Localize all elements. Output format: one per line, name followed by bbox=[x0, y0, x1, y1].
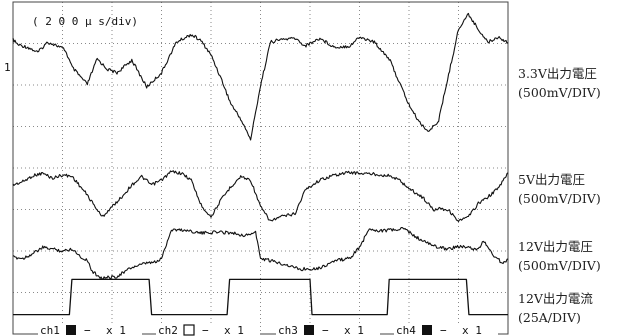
series-scale-label-3: (25A/DIV) bbox=[518, 310, 581, 325]
channel-probe: x 1 bbox=[224, 324, 244, 336]
trace-3 bbox=[12, 226, 509, 280]
series-name-label-3: 12V出力電流 bbox=[518, 291, 593, 306]
channel-probe: x 1 bbox=[344, 324, 364, 336]
traces bbox=[12, 12, 509, 316]
channel-name: ch2 bbox=[158, 324, 178, 336]
trace-1 bbox=[12, 12, 509, 141]
channel-status-ch2: ch2 − x 1 bbox=[156, 323, 260, 336]
channel-status-bg bbox=[276, 323, 380, 336]
channel-status-bg bbox=[394, 323, 498, 336]
channel-coupling: − bbox=[440, 324, 447, 336]
channel-labels: 3.3V出力電圧 (500mV/DIV) 5V出力電圧 (500mV/DIV) … bbox=[518, 66, 601, 325]
channel-name: ch1 bbox=[40, 324, 60, 336]
channel-marker-icon bbox=[422, 325, 432, 335]
series-scale-label-2: (500mV/DIV) bbox=[518, 258, 601, 273]
series-name-label-0: 3.3V出力電圧 bbox=[518, 66, 597, 81]
series-scale-label-1: (500mV/DIV) bbox=[518, 191, 601, 206]
channel-status-bar: ch1 − x 1 ch2 − x 1 ch3 − x 1 ch4 − x 1 bbox=[38, 323, 498, 336]
channel-status-bg bbox=[38, 323, 142, 336]
channel-status-bg bbox=[156, 323, 260, 336]
grid bbox=[13, 2, 508, 334]
series-scale-label-0: (500mV/DIV) bbox=[518, 85, 601, 100]
trace-4 bbox=[13, 278, 508, 316]
series-name-label-2: 12V出力電圧 bbox=[518, 239, 593, 254]
channel-probe: x 1 bbox=[106, 324, 126, 336]
channel-coupling: − bbox=[202, 324, 209, 336]
channel-probe: x 1 bbox=[462, 324, 482, 336]
timebase-label: ( 2 0 0 μ s/div) bbox=[32, 15, 138, 28]
channel-marker-icon bbox=[66, 325, 76, 335]
channel-name: ch3 bbox=[278, 324, 298, 336]
channel-coupling: − bbox=[322, 324, 329, 336]
channel-coupling: − bbox=[84, 324, 91, 336]
channel-status-ch1: ch1 − x 1 bbox=[38, 323, 142, 336]
trace-2 bbox=[12, 170, 509, 223]
channel-marker-icon bbox=[183, 324, 195, 336]
plot-frame bbox=[12, 1, 509, 335]
level-marker: 1 bbox=[4, 61, 11, 74]
channel-marker-icon bbox=[304, 325, 314, 335]
channel-status-ch4: ch4 − x 1 bbox=[394, 323, 498, 336]
channel-status-ch3: ch3 − x 1 bbox=[276, 323, 380, 336]
channel-name: ch4 bbox=[396, 324, 416, 336]
series-name-label-1: 5V出力電圧 bbox=[518, 172, 585, 187]
